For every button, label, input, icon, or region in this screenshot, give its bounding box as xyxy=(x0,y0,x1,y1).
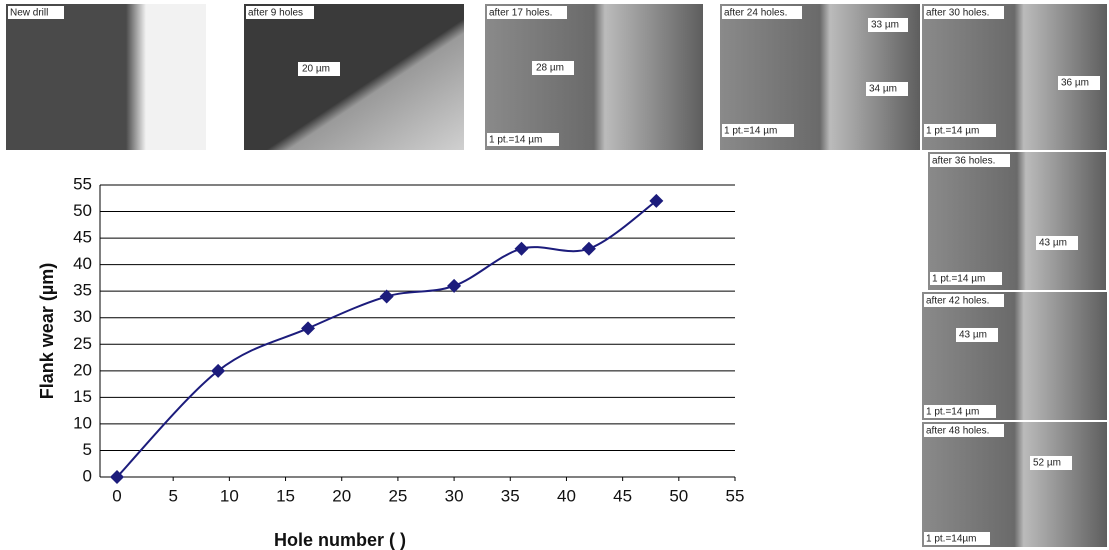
scale: 1 pt.=14 µm xyxy=(489,135,542,146)
x-tick-label: 0 xyxy=(112,486,121,505)
measurement: 20 µm xyxy=(302,64,330,75)
measurement: 43 µm xyxy=(1039,238,1067,249)
y-tick-label: 15 xyxy=(73,387,92,406)
micrograph: New drill xyxy=(6,4,206,150)
scale: 1 pt.=14 µm xyxy=(926,126,979,137)
measurement: 33 µm xyxy=(871,20,899,31)
caption: after 17 holes. xyxy=(489,8,552,19)
caption: after 9 holes xyxy=(248,8,303,19)
y-tick-label: 45 xyxy=(73,228,92,247)
caption: after 24 holes. xyxy=(724,8,787,19)
chart: Hole number ( ) Flank wear (µm) 0 5 10 15 20… xyxy=(37,174,745,549)
y-tick-label: 35 xyxy=(73,281,92,300)
x-tick-label: 25 xyxy=(388,486,407,505)
image xyxy=(6,4,206,150)
image xyxy=(922,292,1107,420)
caption: after 42 holes. xyxy=(926,296,989,307)
image xyxy=(928,152,1106,290)
x-tick-label: 40 xyxy=(557,486,576,505)
y-tick-label: 20 xyxy=(73,360,92,379)
x-tick-label: 20 xyxy=(332,486,351,505)
scale: 1 pt.=14 µm xyxy=(932,274,985,285)
micrograph: after 48 holes. 52 µm 1 pt.=14µm xyxy=(922,422,1107,547)
measurement: 43 µm xyxy=(959,330,987,341)
y-tick-label: 55 xyxy=(73,174,92,193)
x-axis-label: Hole number ( ) xyxy=(274,530,406,550)
y-tick-label: 10 xyxy=(73,413,92,432)
x-tick-label: 55 xyxy=(726,486,745,505)
x-tick-label: 35 xyxy=(501,486,520,505)
x-tick-label: 15 xyxy=(276,486,295,505)
caption: after 36 holes. xyxy=(932,156,995,167)
micrograph: after 17 holes. 28 µm 1 pt.=14 µm xyxy=(485,4,703,150)
y-tick-label: 0 xyxy=(83,466,92,485)
micrograph: after 30 holes. 36 µm 1 pt.=14 µm xyxy=(922,4,1107,150)
x-tick-label: 5 xyxy=(168,486,177,505)
x-tick-label: 50 xyxy=(669,486,688,505)
y-axis-label: Flank wear (µm) xyxy=(37,263,57,399)
micrograph: after 42 holes. 43 µm 1 pt.=14 µm xyxy=(922,292,1107,420)
y-tick-label: 50 xyxy=(73,201,92,220)
y-tick-label: 5 xyxy=(83,440,92,459)
y-tick-label: 25 xyxy=(73,334,92,353)
marker xyxy=(301,321,315,335)
image xyxy=(922,422,1107,547)
scale: 1 pt.=14 µm xyxy=(724,126,777,137)
series-line xyxy=(117,201,656,477)
y-tick-label: 30 xyxy=(73,307,92,326)
x-tick-label: 45 xyxy=(613,486,632,505)
measurement: 36 µm xyxy=(1061,78,1089,89)
scale: 1 pt.=14µm xyxy=(926,534,977,545)
caption: after 48 holes. xyxy=(926,426,989,437)
marker xyxy=(582,242,596,256)
y-tick-label: 40 xyxy=(73,254,92,273)
page: New drill after 9 holes 20 µm after 17 h… xyxy=(0,0,1109,550)
micrograph: after 36 holes. 43 µm 1 pt.=14 µm xyxy=(928,152,1106,290)
measurement: 52 µm xyxy=(1033,458,1061,469)
micrograph: after 24 holes. 33 µm 34 µm 1 pt.=14 µm xyxy=(720,4,920,150)
measurement: 28 µm xyxy=(536,63,564,74)
marker xyxy=(515,242,529,256)
measurement: 34 µm xyxy=(869,84,897,95)
scale: 1 pt.=14 µm xyxy=(926,407,979,418)
image xyxy=(244,4,464,150)
figure: New drill after 9 holes 20 µm after 17 h… xyxy=(0,0,1109,550)
caption: after 30 holes. xyxy=(926,8,989,19)
x-tick-label: 30 xyxy=(445,486,464,505)
caption: New drill xyxy=(10,8,48,19)
micrograph: after 9 holes 20 µm xyxy=(244,4,464,150)
image xyxy=(485,4,703,150)
x-tick-label: 10 xyxy=(220,486,239,505)
